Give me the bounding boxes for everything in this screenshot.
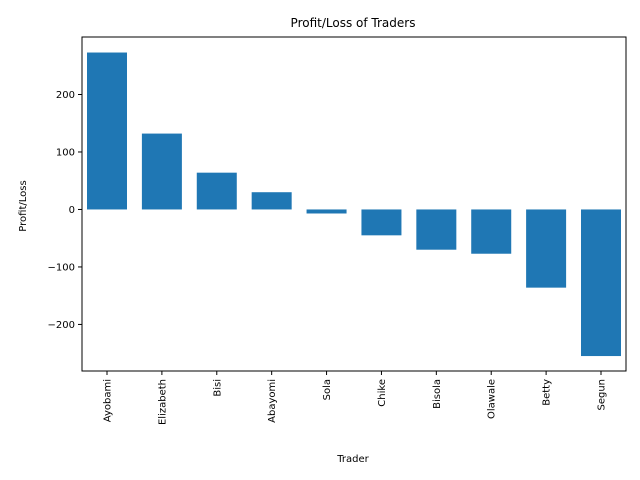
y-tick-label-0: 0 <box>69 205 75 216</box>
x-tick-label-ayobami: Ayobami <box>103 379 114 422</box>
y-tick-label-100: 100 <box>56 147 75 158</box>
x-tick-label-sola: Sola <box>322 379 333 400</box>
bar-bisi <box>196 172 237 210</box>
bar-bisola <box>416 209 457 250</box>
plot-frame <box>81 36 627 372</box>
bar-chike <box>361 209 402 236</box>
x-tick-label-chike: Chike <box>377 379 388 407</box>
x-tick-label-abayomi: Abayomi <box>267 379 278 423</box>
bar-elizabeth <box>141 133 182 210</box>
x-tick-label-olawale: Olawale <box>487 379 498 419</box>
y-tick-label--200: −200 <box>48 320 75 331</box>
bar-olawale <box>471 209 512 254</box>
x-tick-label-segun: Segun <box>597 379 608 411</box>
chart-title: Profit/Loss of Traders <box>291 16 416 30</box>
x-tick-label-bisola: Bisola <box>432 379 443 409</box>
x-tick-label-betty: Betty <box>542 379 553 406</box>
bars-layer <box>87 52 621 357</box>
bar-sola <box>306 209 347 214</box>
bar-ayobami <box>87 52 127 210</box>
y-tick-label--100: −100 <box>48 262 75 273</box>
x-tick-label-bisi: Bisi <box>212 379 223 397</box>
bar-betty <box>526 209 567 288</box>
y-tick-label-200: 200 <box>56 90 75 101</box>
x-tick-label-elizabeth: Elizabeth <box>157 379 168 425</box>
bar-abayomi <box>251 192 292 210</box>
axes-layer: −200 −100 0 100 200 Ayobami Elizabeth Bisi Abayo… <box>48 36 627 425</box>
bar-segun <box>581 209 621 357</box>
y-axis-label: Profit/Loss <box>18 180 29 231</box>
x-axis-label: Trader <box>336 454 369 465</box>
